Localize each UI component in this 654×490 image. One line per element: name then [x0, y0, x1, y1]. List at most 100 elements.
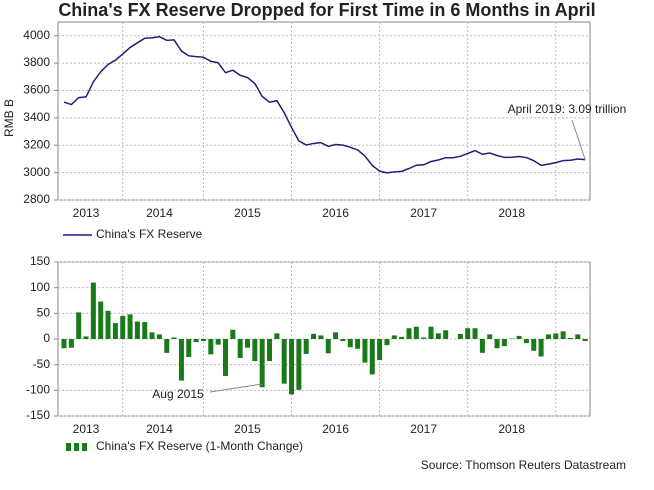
- bar: [421, 337, 427, 339]
- bar: [267, 339, 273, 362]
- legend-label: China's FX Reserve: [96, 227, 203, 241]
- bar: [369, 339, 375, 375]
- bar: [164, 339, 170, 353]
- bar: [230, 329, 236, 339]
- bar: [171, 337, 177, 339]
- annotation-leader: [209, 383, 263, 393]
- bar: [377, 339, 383, 361]
- bar: [428, 326, 434, 339]
- bar: [193, 339, 199, 343]
- x-tick-label: 2017: [410, 206, 437, 220]
- bar: [567, 337, 573, 339]
- bar: [127, 314, 133, 339]
- bar: [311, 333, 317, 339]
- y-tick-label: 3400: [23, 110, 50, 124]
- bar: [76, 312, 82, 339]
- bar: [545, 334, 551, 339]
- bar: [333, 332, 339, 339]
- bar: [347, 339, 353, 348]
- legend-swatch: [82, 443, 87, 451]
- x-tick-label: 2017: [410, 422, 437, 436]
- bar: [134, 321, 140, 339]
- bar: [303, 339, 309, 354]
- y-tick-label: -100: [26, 383, 50, 397]
- y-tick-label: 3800: [23, 55, 50, 69]
- bar: [575, 334, 581, 339]
- bar: [142, 322, 148, 339]
- y-axis-label: RMB B: [2, 99, 16, 137]
- bar: [553, 333, 559, 339]
- bar: [252, 339, 258, 362]
- y-tick-label: 100: [30, 280, 50, 294]
- bar: [222, 339, 228, 376]
- bar: [105, 310, 111, 339]
- x-tick-label: 2014: [146, 422, 173, 436]
- bar: [296, 339, 302, 390]
- bar: [509, 338, 515, 339]
- x-tick-label: 2013: [73, 422, 100, 436]
- annotation: April 2019: 3.09 trillion: [508, 102, 627, 116]
- bar: [281, 339, 287, 384]
- source: Source: Thomson Reuters Datastream: [421, 458, 626, 472]
- legend-swatch: [74, 443, 79, 451]
- line: [63, 35, 586, 174]
- bar: [531, 339, 537, 351]
- y-tick-label: -50: [33, 357, 51, 371]
- bar: [399, 336, 405, 339]
- annotation: Aug 2015: [152, 387, 204, 401]
- bar: [156, 334, 162, 339]
- bar: [560, 331, 566, 339]
- bar: [538, 339, 544, 357]
- bar: [435, 333, 441, 339]
- bar: [208, 339, 214, 355]
- bar: [487, 334, 493, 339]
- x-tick-label: 2013: [73, 206, 100, 220]
- bar: [340, 339, 346, 342]
- bar: [61, 339, 67, 349]
- bar: [259, 339, 265, 388]
- bar: [406, 328, 412, 339]
- bar: [83, 336, 89, 339]
- x-tick-label: 2015: [234, 206, 261, 220]
- x-tick-label: 2018: [498, 422, 525, 436]
- bar: [186, 339, 192, 357]
- bar: [120, 315, 126, 339]
- bar: [501, 339, 507, 347]
- y-tick-label: 4000: [23, 28, 50, 42]
- legend-swatch: [66, 443, 71, 451]
- bar: [245, 339, 250, 348]
- x-tick-label: 2016: [322, 422, 349, 436]
- bar: [318, 335, 324, 339]
- bar: [494, 339, 500, 349]
- bar: [362, 339, 368, 363]
- bar: [523, 339, 529, 344]
- bar: [479, 339, 485, 353]
- bar: [237, 339, 243, 358]
- annotation-leader: [571, 119, 586, 160]
- y-tick-label: 0: [43, 331, 50, 345]
- y-tick-label: 3000: [23, 165, 50, 179]
- x-tick-label: 2015: [234, 422, 261, 436]
- bar: [68, 339, 74, 348]
- bar: [112, 323, 118, 339]
- x-tick-label: 2016: [322, 206, 349, 220]
- y-tick-label: 150: [30, 254, 50, 268]
- legend-label: China's FX Reserve (1-Month Change): [96, 439, 303, 453]
- bar: [325, 339, 331, 354]
- y-tick-label: 2800: [23, 192, 50, 206]
- bar: [443, 330, 449, 339]
- bar: [582, 339, 588, 342]
- y-tick-label: 50: [37, 306, 51, 320]
- bar: [200, 339, 206, 342]
- y-tick-label: -150: [26, 408, 50, 422]
- bar: [274, 333, 280, 339]
- bar: [98, 301, 104, 339]
- bar: [457, 333, 463, 339]
- bar: [516, 335, 522, 339]
- bar: [355, 339, 361, 349]
- bar: [391, 335, 397, 339]
- y-tick-label: 3200: [23, 137, 50, 151]
- chart-title: China's FX Reserve Dropped for First Tim…: [58, 0, 595, 20]
